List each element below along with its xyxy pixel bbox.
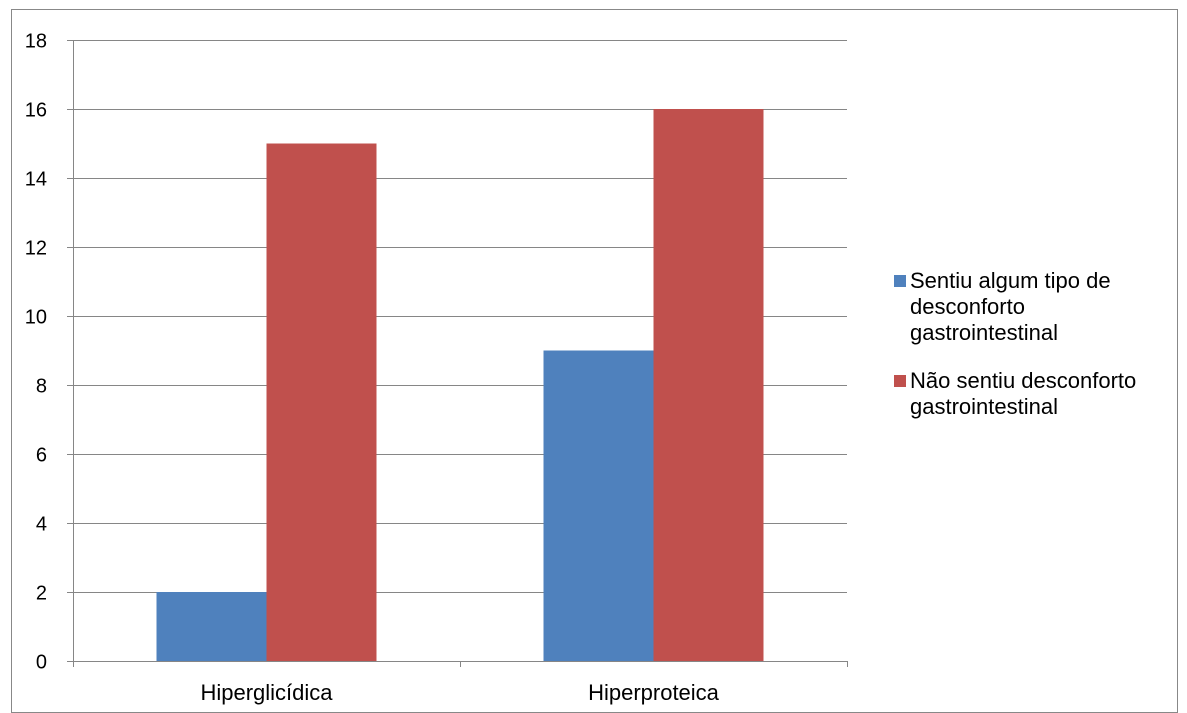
bar-series-2-cat-1 [266, 143, 377, 661]
legend-label-series-1: Sentiu algum tipo de desconforto gastroi… [910, 268, 1111, 345]
legend-label-series-2: Não sentiu desconforto gastrointestinal [910, 368, 1137, 419]
y-tick-label: 4 [36, 514, 47, 536]
y-tick-label: 8 [36, 376, 47, 398]
legend-item-series-1: Sentiu algum tipo de desconforto gastroi… [894, 268, 1179, 346]
y-tick-label: 16 [25, 100, 47, 122]
y-tick-label: 10 [25, 307, 47, 329]
legend-item-series-2: Não sentiu desconforto gastrointestinal [894, 368, 1179, 420]
y-tick-label: 2 [36, 583, 47, 605]
legend: Sentiu algum tipo de desconforto gastroi… [894, 268, 1179, 442]
y-tick-label: 12 [25, 238, 47, 260]
bar-series-1-cat-1 [156, 592, 267, 661]
y-tick-label: 0 [36, 652, 47, 674]
bar-series-1-cat-2 [543, 350, 654, 661]
y-tick-label: 18 [25, 31, 47, 53]
x-category-label: Hiperproteica [588, 680, 720, 705]
legend-swatch-series-2 [894, 375, 906, 387]
bar-series-2-cat-2 [653, 109, 764, 661]
y-tick-label: 6 [36, 445, 47, 467]
y-tick-label: 14 [25, 169, 47, 191]
x-category-label: Hiperglicídica [200, 680, 333, 705]
legend-swatch-series-1 [894, 275, 906, 287]
